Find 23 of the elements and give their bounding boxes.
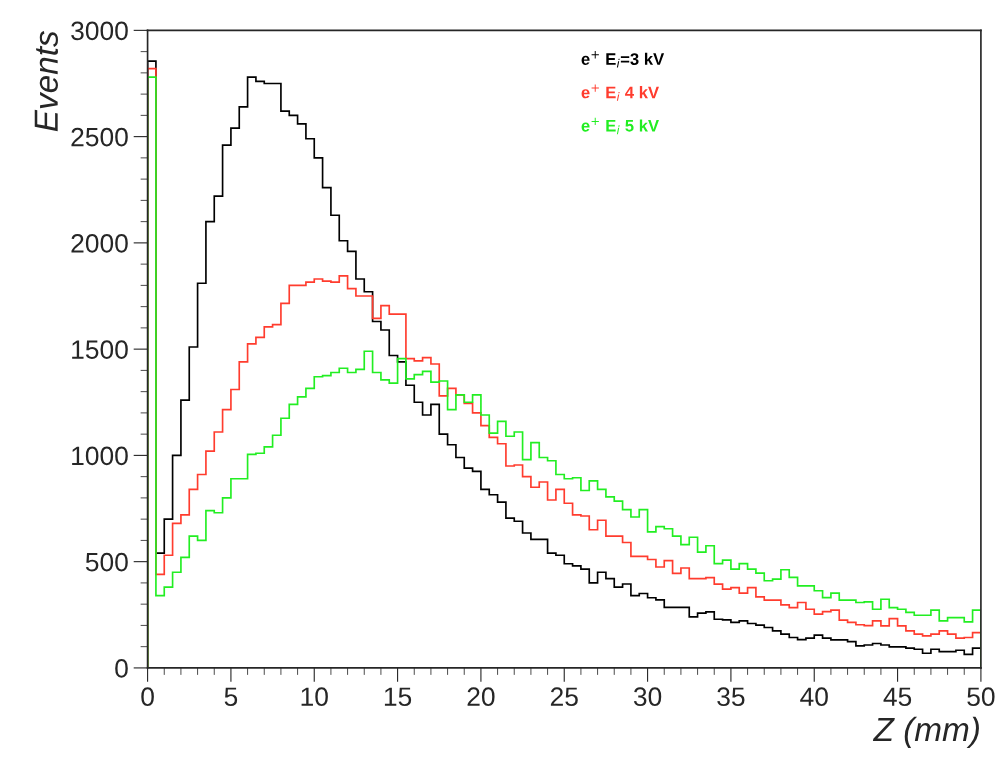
x-tick-label: 40 xyxy=(800,687,828,707)
x-tick-label: 20 xyxy=(467,687,495,707)
x-tick-label: 15 xyxy=(384,687,412,707)
x-axis-title: Z (mm) xyxy=(872,716,979,748)
y-tick-label: 1500 xyxy=(72,340,128,359)
x-tick-label: 0 xyxy=(141,687,154,707)
x-tick-label: 45 xyxy=(883,687,912,707)
y-tick-label: 0 xyxy=(115,659,128,678)
text: e$^{+}$ E$_{i}$ 4 kV xyxy=(581,84,659,101)
y-axis-title: Events xyxy=(34,31,58,132)
x-tick-label: 25 xyxy=(550,687,578,707)
text: e$^{+}$ E$_{i}$=3 kV xyxy=(581,51,665,68)
x-tick-label: 50 xyxy=(967,687,995,707)
y-tick-label: 500 xyxy=(85,552,128,572)
y-tick-label: 2000 xyxy=(71,234,128,253)
x-tick-label: 5 xyxy=(224,687,238,707)
x-tick-label: 10 xyxy=(301,687,328,707)
x-tick-label: 30 xyxy=(633,687,662,707)
text: e$^{+}$ E$_{i}$ 5 kV xyxy=(581,117,659,135)
x-tick-label: 35 xyxy=(717,687,745,707)
y-tick-label: 3000 xyxy=(71,21,128,41)
y-tick-label: 2500 xyxy=(71,127,128,147)
y-tick-label: 1000 xyxy=(72,446,128,466)
